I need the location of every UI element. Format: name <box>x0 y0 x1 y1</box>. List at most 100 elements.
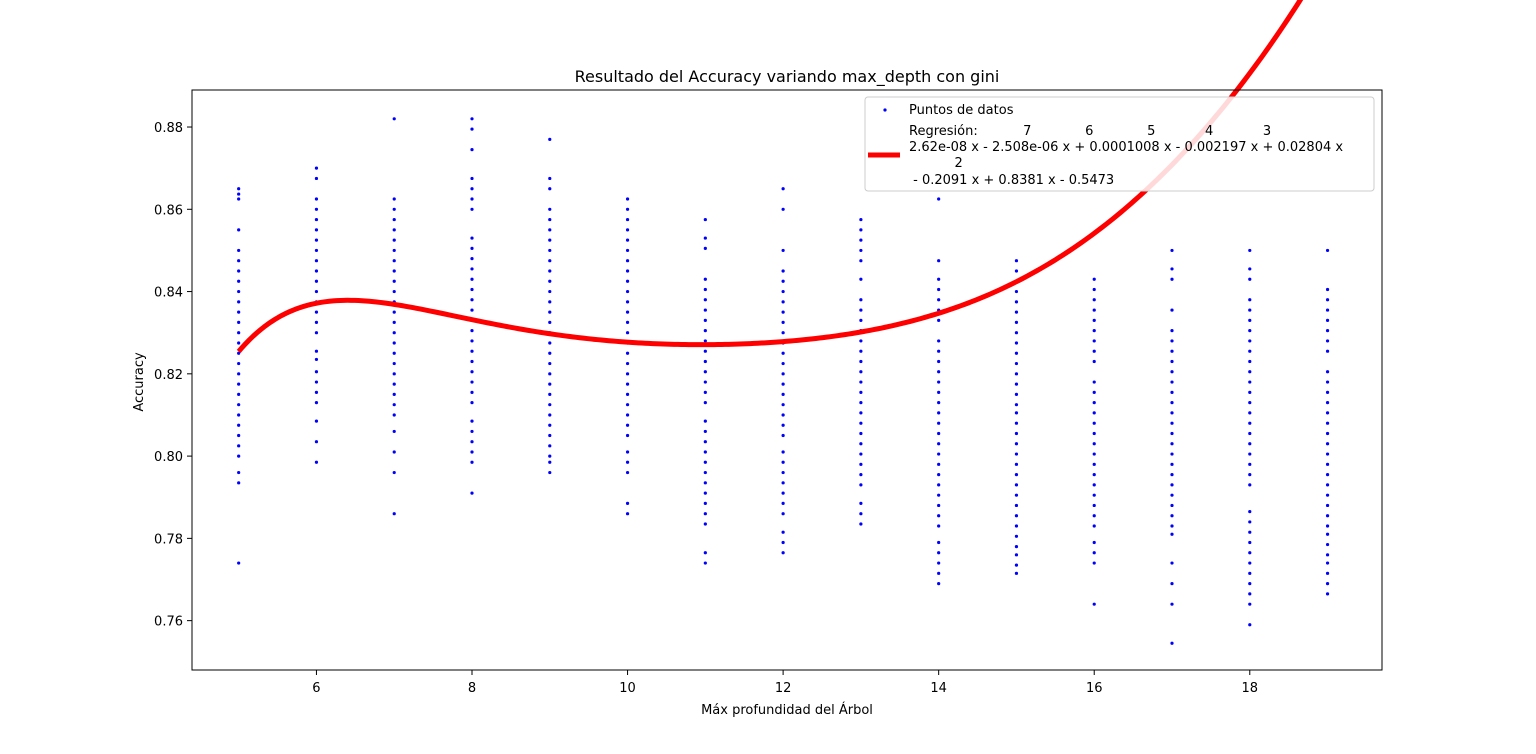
data-point <box>470 460 474 464</box>
data-point <box>392 403 396 407</box>
data-point <box>1170 380 1174 384</box>
data-point <box>470 267 474 271</box>
data-point <box>937 277 941 281</box>
data-point <box>625 279 630 283</box>
data-point <box>859 452 863 456</box>
data-point <box>937 551 941 555</box>
data-point <box>781 207 785 211</box>
data-point <box>314 320 319 325</box>
data-point <box>937 503 941 508</box>
data-point <box>703 460 707 464</box>
data-point <box>703 277 707 281</box>
data-point <box>470 298 474 302</box>
data-point <box>548 444 552 448</box>
data-point <box>625 289 630 294</box>
data-point <box>237 228 241 232</box>
data-point <box>625 501 630 506</box>
data-point <box>548 300 552 304</box>
data-point <box>703 380 707 384</box>
data-point <box>1325 411 1330 415</box>
data-point <box>937 339 941 343</box>
data-point <box>703 246 707 250</box>
data-point <box>548 361 552 366</box>
data-point <box>937 431 941 436</box>
data-point <box>1014 361 1019 366</box>
data-point <box>1248 540 1252 545</box>
data-point <box>1014 514 1019 518</box>
data-point <box>470 380 474 384</box>
data-point <box>703 512 707 516</box>
data-point <box>937 493 941 497</box>
y-axis-label: Accuracy <box>132 352 147 412</box>
data-point <box>237 300 241 304</box>
data-point <box>703 470 707 475</box>
data-point <box>237 361 241 366</box>
data-point <box>1248 561 1252 565</box>
data-point <box>314 279 319 283</box>
data-point <box>1325 349 1330 353</box>
data-point <box>1325 493 1330 497</box>
data-point <box>392 413 396 417</box>
data-point <box>470 429 474 434</box>
data-point <box>470 370 474 374</box>
data-point <box>1248 473 1252 477</box>
data-point <box>470 287 474 292</box>
data-point <box>237 372 241 376</box>
data-point <box>781 413 785 417</box>
data-point <box>392 512 396 516</box>
data-point <box>859 483 863 487</box>
data-point <box>1014 259 1019 263</box>
data-point <box>625 269 630 273</box>
data-point <box>392 310 396 314</box>
data-point <box>237 197 241 201</box>
data-point <box>1248 431 1252 436</box>
data-point <box>1092 318 1096 322</box>
data-point <box>1092 329 1096 333</box>
data-point <box>392 207 396 211</box>
data-point <box>548 176 552 181</box>
data-point <box>1092 421 1096 425</box>
data-point <box>314 370 319 374</box>
data-point <box>314 310 319 314</box>
data-point <box>625 259 630 263</box>
data-point <box>703 491 707 495</box>
data-point <box>1170 442 1174 446</box>
data-point <box>1092 380 1096 384</box>
data-point <box>392 450 396 454</box>
data-point <box>1170 532 1174 536</box>
data-point <box>703 390 707 394</box>
data-point <box>625 423 630 427</box>
data-point <box>1248 551 1252 555</box>
data-point <box>314 176 319 181</box>
legend-regression-line-2: 2.62e-08 x - 2.508e-06 x + 0.0001008 x -… <box>909 140 1343 155</box>
data-point <box>470 401 474 405</box>
data-point <box>1170 514 1174 518</box>
data-point <box>1170 462 1174 466</box>
data-point <box>781 289 785 294</box>
data-point <box>625 228 630 232</box>
data-point <box>1325 582 1330 586</box>
data-point <box>859 501 863 506</box>
data-point <box>781 491 785 495</box>
data-point <box>937 287 941 292</box>
data-point <box>470 197 474 201</box>
x-tick-label: 8 <box>468 681 476 696</box>
data-point <box>859 421 863 425</box>
data-point <box>1325 452 1330 456</box>
data-point <box>1248 318 1252 322</box>
data-point <box>625 460 630 464</box>
data-point <box>781 248 785 253</box>
data-point <box>1170 390 1174 394</box>
data-point <box>1248 520 1252 524</box>
data-point <box>1014 382 1019 386</box>
data-point <box>703 217 707 222</box>
data-point <box>314 238 319 242</box>
data-point <box>1170 452 1174 456</box>
data-point <box>1170 524 1174 528</box>
data-point <box>392 341 396 345</box>
data-point <box>314 419 319 423</box>
data-point <box>548 248 552 253</box>
data-point <box>237 481 241 485</box>
data-point <box>703 349 707 353</box>
